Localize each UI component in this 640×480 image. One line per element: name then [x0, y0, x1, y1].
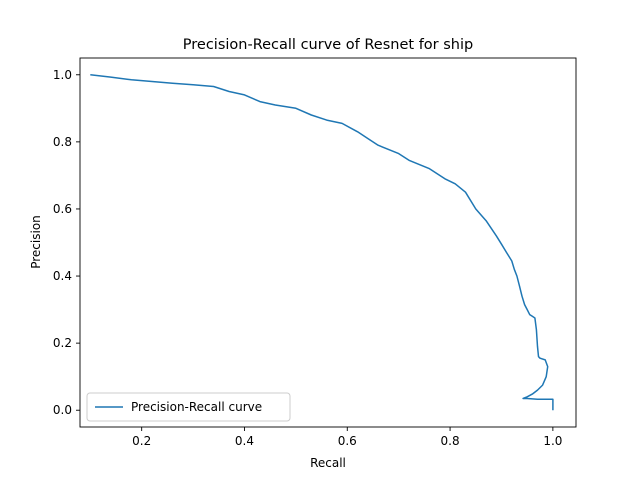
- y-tick-label: 0.6: [53, 202, 72, 216]
- y-tick-label: 0.2: [53, 336, 72, 350]
- y-tick-label: 1.0: [53, 68, 72, 82]
- series-line-0: [90, 74, 554, 411]
- x-tick-label: 0.8: [441, 434, 460, 448]
- plot-area: 0.2 0.4 0.6 0.8 1.0 0.0 0.2 0.4 0.6 0.8 1.0: [53, 57, 577, 448]
- legend-box: [86, 392, 291, 422]
- x-tick-label: 0.6: [338, 434, 357, 448]
- x-axis-label: Recall: [310, 456, 346, 470]
- y-tick-label: 0.0: [53, 403, 72, 417]
- chart-title: Precision-Recall curve of Resnet for shi…: [183, 37, 473, 53]
- x-tick-label: 0.4: [235, 434, 254, 448]
- legend: Precision-Recall curve: [86, 392, 291, 422]
- x-tick-label: 1.0: [543, 434, 562, 448]
- y-axis-label: Precision: [29, 215, 43, 269]
- y-tick-label: 0.4: [53, 269, 72, 283]
- y-tick-label: 0.8: [53, 135, 72, 149]
- plot-frame: [79, 57, 577, 428]
- legend-label: Precision-Recall curve: [131, 400, 262, 414]
- x-tick-label: 0.2: [132, 434, 151, 448]
